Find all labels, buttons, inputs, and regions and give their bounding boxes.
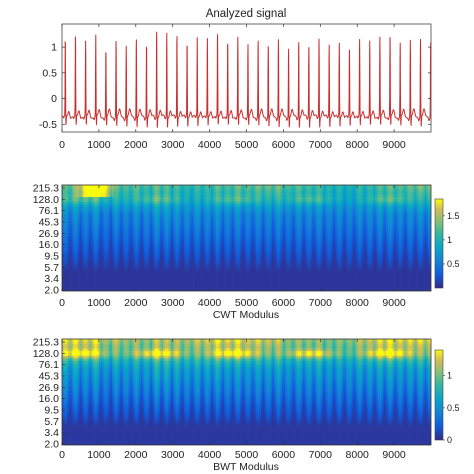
x-tick-label: 8000: [346, 449, 370, 461]
x-tick-label: 9000: [382, 139, 406, 151]
cwt-x-axis: 0 1000 2000 3000 4000 5000 6000 7000 8000 9000: [59, 185, 406, 309]
signal-y-axis: -0.5 0 0.5 1: [39, 42, 431, 131]
cwt-xlabel: CWT Modulus: [213, 309, 279, 321]
x-tick-label: 0: [59, 449, 65, 461]
x-tick-label: 9000: [382, 297, 406, 309]
x-tick-label: 2000: [124, 139, 148, 151]
y-tick-label: 0.5: [42, 67, 57, 79]
bwt-colorbar: [434, 349, 444, 441]
y-tick-label: 3.4: [44, 427, 59, 439]
colorbar-tick-label: 1: [447, 235, 452, 245]
x-tick-label: 3000: [161, 297, 185, 309]
y-tick-label: 2.0: [44, 439, 59, 451]
bwt-colorbar-ticks: 00.51: [443, 371, 460, 445]
x-tick-label: 0: [59, 297, 65, 309]
cwt-colorbar: [434, 198, 444, 289]
x-tick-label: 7000: [309, 449, 333, 461]
colorbar-tick-label: 0.5: [447, 403, 460, 413]
x-tick-label: 4000: [198, 139, 222, 151]
y-tick-label: 16.0: [39, 239, 60, 251]
y-tick-label: 215.3: [33, 183, 59, 195]
x-tick-label: 4000: [198, 449, 222, 461]
y-tick-label: 128.0: [33, 348, 59, 360]
cwt-panel: 0 1000 2000 3000 4000 5000 6000 7000 8000 9000 21…: [33, 183, 460, 322]
x-tick-label: 3000: [161, 449, 185, 461]
x-tick-label: 6000: [272, 449, 296, 461]
y-tick-label: 2.0: [44, 285, 59, 297]
y-tick-label: 1: [51, 42, 57, 54]
y-tick-label: -0.5: [39, 119, 57, 131]
colorbar-tick-label: 1: [447, 371, 452, 381]
cwt-colorbar-ticks: 0.5 1 1.5: [443, 211, 460, 269]
x-tick-label: 2000: [124, 297, 148, 309]
y-tick-label: 9.5: [44, 405, 59, 417]
y-tick-label: 45.3: [39, 217, 60, 229]
x-tick-label: 8000: [346, 139, 370, 151]
bwt-heatmap: [62, 339, 431, 445]
x-tick-label: 0: [59, 139, 65, 151]
signal-title: Analyzed signal: [206, 8, 287, 20]
y-tick-label: 45.3: [39, 371, 60, 383]
cwt-heatmap: [62, 185, 431, 291]
y-tick-label: 26.9: [39, 228, 60, 240]
x-tick-label: 5000: [235, 139, 259, 151]
bwt-x-axis: 0 1000 2000 3000 4000 5000 6000 7000 8000 9000: [59, 339, 406, 461]
x-tick-label: 4000: [198, 297, 222, 309]
y-tick-label: 9.5: [44, 251, 59, 263]
x-tick-label: 2000: [124, 449, 148, 461]
y-tick-label: 5.7: [44, 262, 59, 274]
y-tick-label: 0: [51, 93, 57, 105]
x-tick-label: 9000: [382, 449, 406, 461]
x-tick-label: 1000: [87, 449, 111, 461]
x-tick-label: 8000: [346, 297, 370, 309]
x-tick-label: 1000: [87, 139, 111, 151]
bwt-xlabel: BWT Modulus: [213, 461, 279, 473]
bwt-panel: 0 1000 2000 3000 4000 5000 6000 7000 8000 9000 21…: [33, 337, 460, 474]
y-tick-label: 26.9: [39, 382, 60, 394]
y-tick-label: 5.7: [44, 416, 59, 428]
y-tick-label: 76.1: [39, 205, 60, 217]
y-tick-label: 76.1: [39, 359, 60, 371]
x-tick-label: 7000: [309, 297, 333, 309]
signal-series-line: [62, 31, 431, 128]
colorbar-tick-label: 0.5: [447, 259, 460, 269]
signal-panel: Analyzed signal 0 1000 2000 3000 4000 5000 600…: [39, 8, 432, 151]
y-tick-label: 16.0: [39, 393, 60, 405]
x-tick-label: 7000: [309, 139, 333, 151]
y-tick-label: 3.4: [44, 273, 59, 285]
x-tick-label: 3000: [161, 139, 185, 151]
colorbar-tick-label: 0: [447, 435, 452, 445]
x-tick-label: 6000: [272, 139, 296, 151]
x-tick-label: 5000: [235, 297, 259, 309]
y-tick-label: 215.3: [33, 337, 59, 349]
x-tick-label: 1000: [87, 297, 111, 309]
signal-x-axis: 0 1000 2000 3000 4000 5000 6000 7000 8000 9000: [59, 24, 406, 151]
colorbar-tick-label: 1.5: [447, 211, 460, 221]
x-tick-label: 5000: [235, 449, 259, 461]
y-tick-label: 128.0: [33, 194, 59, 206]
x-tick-label: 6000: [272, 297, 296, 309]
